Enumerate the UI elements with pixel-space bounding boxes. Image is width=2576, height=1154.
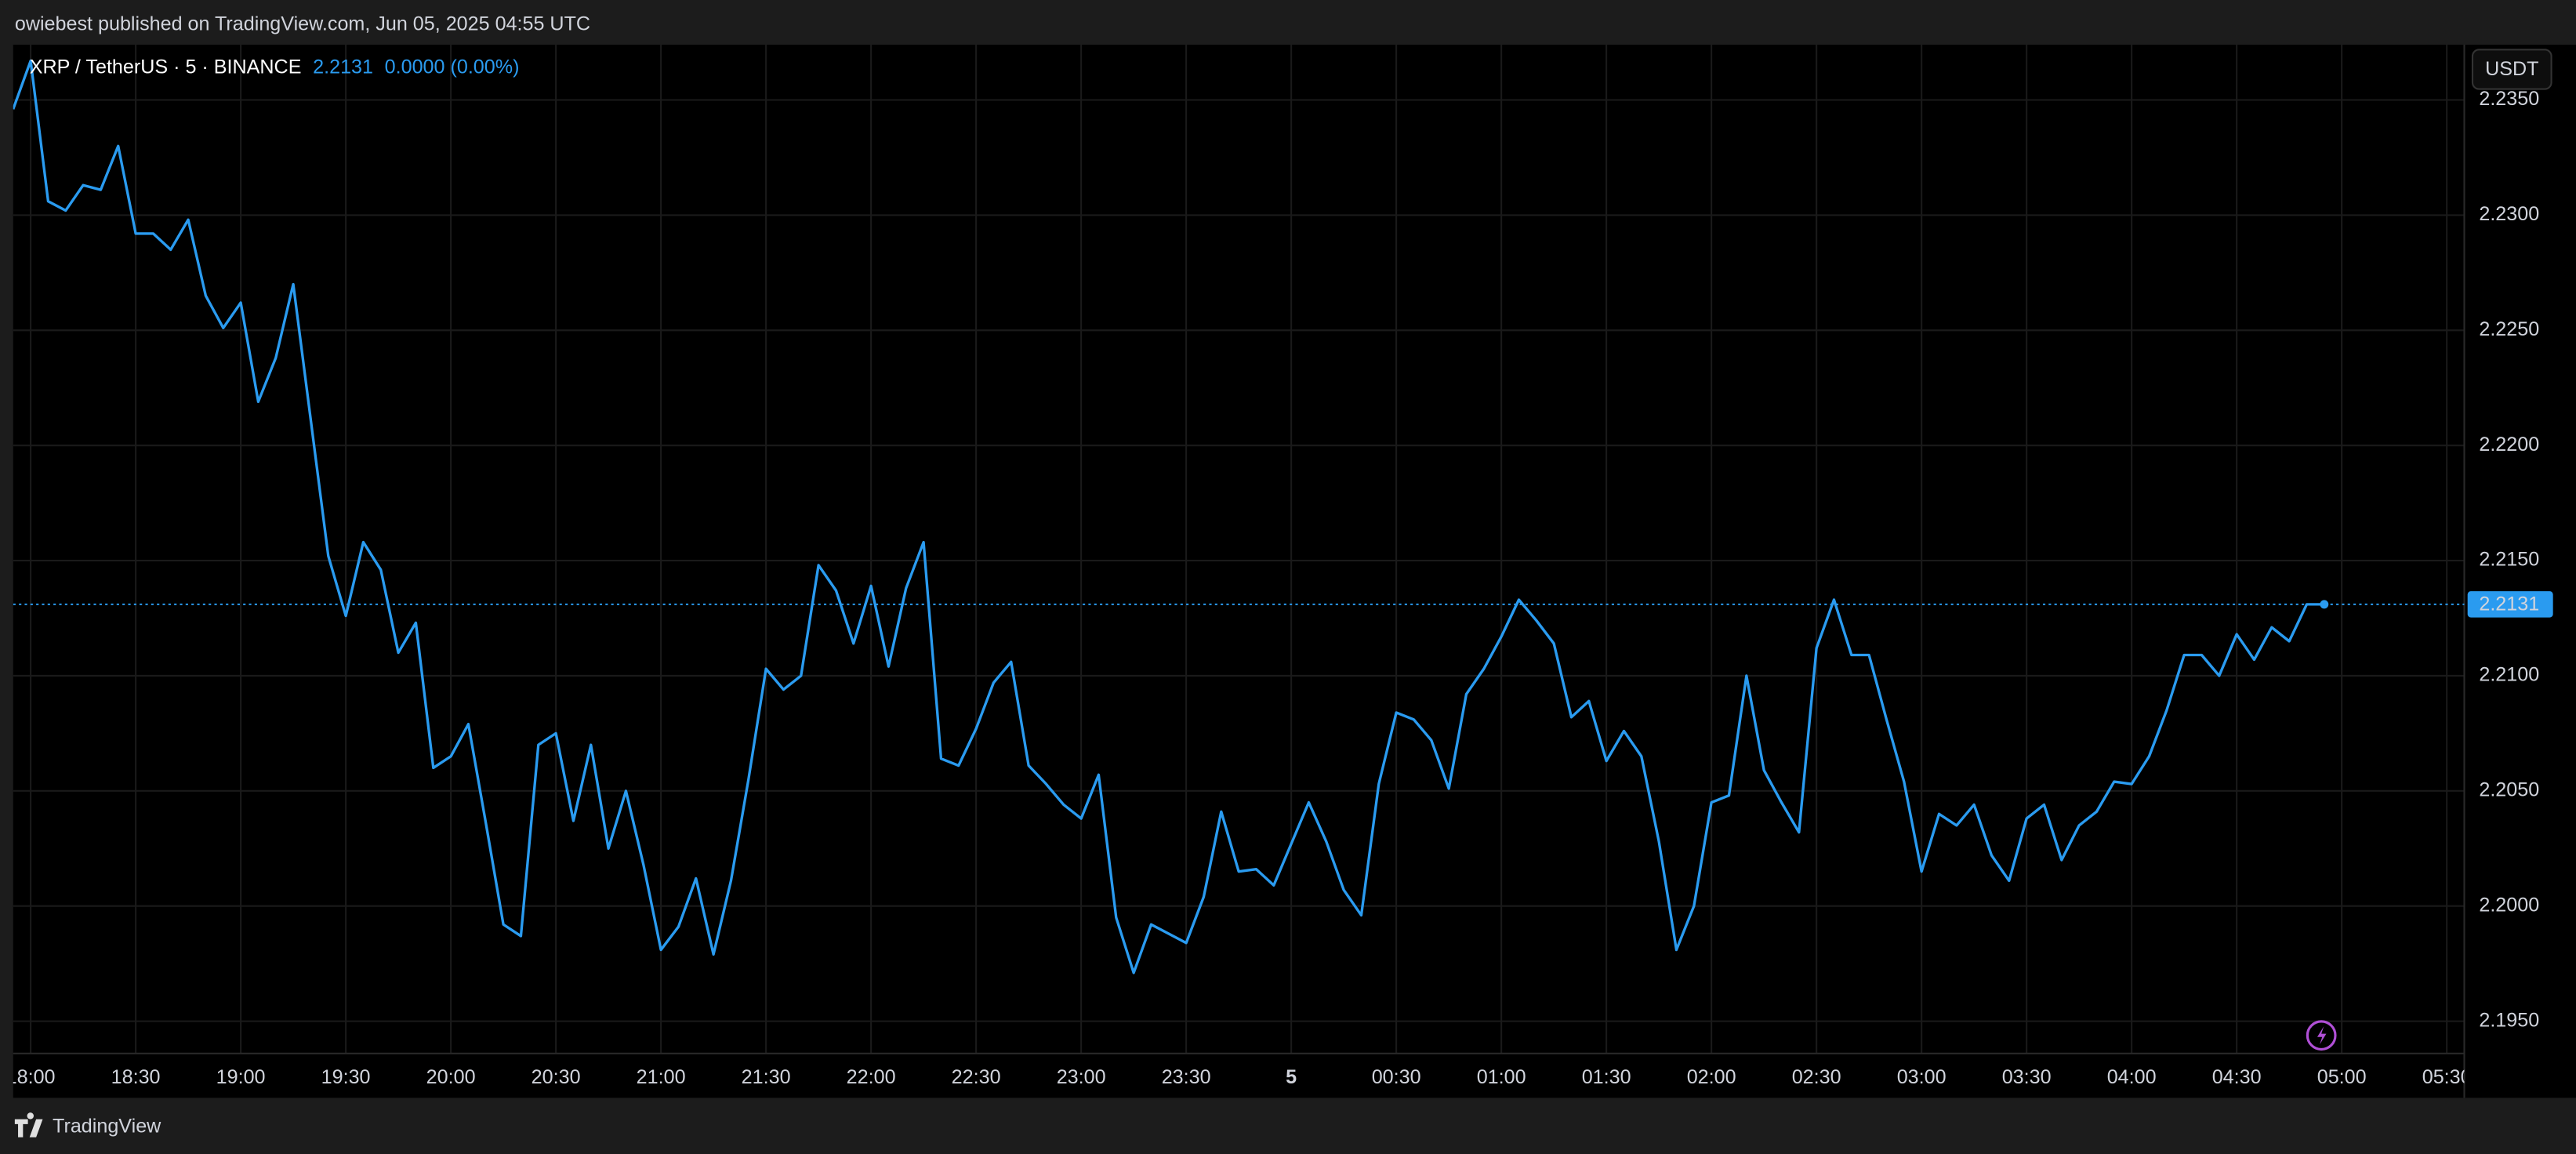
grid-layer <box>13 45 2465 1054</box>
alert-icon[interactable] <box>2306 1020 2337 1051</box>
symbol-legend: XRP / TetherUS · 5 · BINANCE 2.2131 0.0000… <box>30 56 520 78</box>
last-price-label: 2.2131 <box>2479 593 2539 615</box>
footer-brand[interactable]: TradingView <box>14 1112 161 1138</box>
y-tick-label: 2.1950 <box>2479 1009 2539 1031</box>
brand-name[interactable]: TradingView <box>53 1116 161 1138</box>
y-tick-label: 2.2300 <box>2479 203 2539 225</box>
price-line <box>13 59 2324 974</box>
x-tick-label: 04:30 <box>2212 1066 2262 1088</box>
alert-bolt[interactable] <box>2317 1026 2327 1045</box>
currency-button[interactable]: USDT <box>2471 49 2552 90</box>
y-tick-label: 2.2250 <box>2479 318 2539 340</box>
plot-layer <box>13 59 2465 974</box>
x-tick-label: 19:30 <box>321 1066 371 1088</box>
y-tick-label: 2.2000 <box>2479 894 2539 916</box>
y-tick-label: 2.2100 <box>2479 664 2539 686</box>
last-price-box <box>2467 591 2553 618</box>
x-tick-label: 00:30 <box>1372 1066 1421 1088</box>
x-tick-label: 05:00 <box>2317 1066 2367 1088</box>
time-axis: 18:00 18:30 19:00 19:30 20:00 20:30 21:00 21:30… <box>6 1066 2472 1088</box>
x-tick-label: 23:30 <box>1162 1066 1211 1088</box>
x-tick-label: 18:00 <box>6 1066 56 1088</box>
x-tick-label: 22:00 <box>847 1066 896 1088</box>
alert-circle[interactable] <box>2306 1020 2337 1051</box>
x-tick-label: 03:30 <box>2002 1066 2052 1088</box>
y-tick-label: 2.2050 <box>2479 778 2539 800</box>
y-tick-label: 2.2200 <box>2479 434 2539 455</box>
x-tick-label: 19:00 <box>216 1066 266 1088</box>
x-tick-label: 5 <box>1286 1066 1297 1088</box>
x-tick-label: 23:00 <box>1057 1066 1106 1088</box>
x-tick-label: 18:30 <box>111 1066 161 1088</box>
x-tick-label: 21:30 <box>742 1066 791 1088</box>
x-tick-label: 01:30 <box>1582 1066 1631 1088</box>
price-axis: 2.1950 2.2000 2.2050 2.2100 2.2150 2.2200 2.22… <box>2479 88 2539 1031</box>
x-tick-label: 20:30 <box>532 1066 581 1088</box>
x-tick-label: 05:30 <box>2422 1066 2472 1088</box>
chart-pane <box>13 45 2576 1098</box>
brand-logo[interactable] <box>14 1112 43 1138</box>
legend-change: 0.0000 (0.00%) <box>385 56 520 78</box>
legend-price: 2.2131 <box>313 56 373 78</box>
currency-button-label[interactable]: USDT <box>2485 58 2538 80</box>
symbol-name: XRP / TetherUS · 5 · BINANCE <box>30 56 302 78</box>
x-tick-label: 02:30 <box>1792 1066 1841 1088</box>
publish-info: owiebest published on TradingView.com, J… <box>15 13 590 34</box>
currency-button-frame[interactable] <box>2471 49 2552 90</box>
x-tick-label: 20:00 <box>426 1066 476 1088</box>
x-tick-label: 01:00 <box>1477 1066 1526 1088</box>
y-tick-label: 2.2350 <box>2479 88 2539 110</box>
x-tick-label: 04:00 <box>2107 1066 2157 1088</box>
last-point <box>2320 600 2329 609</box>
y-tick-label: 2.2150 <box>2479 549 2539 571</box>
x-tick-label: 03:00 <box>1897 1066 1947 1088</box>
x-tick-label: 02:00 <box>1687 1066 1736 1088</box>
x-tick-label: 22:30 <box>952 1066 1001 1088</box>
last-price-badge: 2.2131 <box>2467 591 2553 618</box>
x-tick-label: 21:00 <box>637 1066 686 1088</box>
